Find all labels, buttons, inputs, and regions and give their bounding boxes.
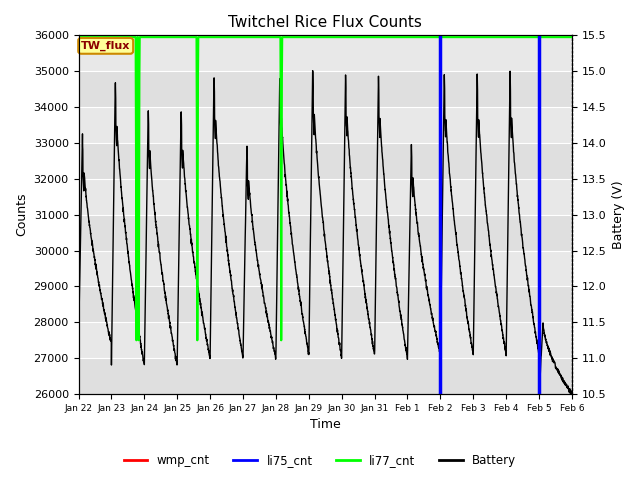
Y-axis label: Battery (V): Battery (V)	[612, 180, 625, 249]
Title: Twitchel Rice Flux Counts: Twitchel Rice Flux Counts	[228, 15, 422, 30]
Y-axis label: Counts: Counts	[15, 193, 28, 237]
X-axis label: Time: Time	[310, 419, 340, 432]
Bar	[79, 71, 572, 107]
Bar	[79, 143, 572, 179]
Bar	[79, 215, 572, 251]
Bar	[79, 358, 572, 394]
Legend: wmp_cnt, li75_cnt, li77_cnt, Battery: wmp_cnt, li75_cnt, li77_cnt, Battery	[119, 449, 521, 472]
Text: TW_flux: TW_flux	[81, 41, 131, 51]
Bar	[79, 287, 572, 323]
